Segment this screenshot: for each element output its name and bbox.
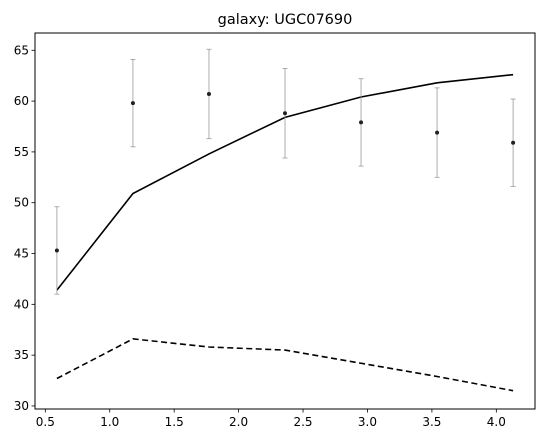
data-point	[435, 130, 440, 135]
x-tick-label: 2.0	[229, 415, 248, 429]
data-point	[130, 101, 135, 106]
y-tick-label: 55	[14, 145, 29, 159]
series-line-dashed	[56, 338, 514, 392]
x-tick-label: 3.0	[358, 415, 377, 429]
y-tick-label: 65	[14, 43, 29, 57]
data-point	[54, 248, 59, 253]
x-tick-label: 1.5	[165, 415, 184, 429]
y-tick-label: 50	[14, 196, 29, 210]
y-tick-label: 40	[14, 297, 29, 311]
x-tick-label: 0.5	[36, 415, 55, 429]
axes-frame	[34, 32, 536, 410]
data-point	[206, 91, 211, 96]
y-tick-label: 60	[14, 94, 29, 108]
x-tick-label: 1.0	[100, 415, 119, 429]
data-point	[511, 140, 516, 145]
y-tick-label: 35	[14, 348, 29, 362]
x-tick-label: 4.0	[487, 415, 506, 429]
data-point	[359, 120, 364, 125]
axis-ticks: 0.5 1.0 1.5 2.0 2.5 3.0 3.5 4.0 30 35 40 45 50 55 60 65	[14, 43, 506, 429]
x-tick-label: 2.5	[293, 415, 312, 429]
data-point	[283, 111, 287, 116]
y-tick-label: 45	[14, 247, 29, 261]
y-tick-label: 30	[14, 399, 29, 413]
x-tick-label: 3.5	[422, 415, 441, 429]
chart-title: galaxy: UGC07690	[218, 12, 353, 28]
plot-area	[54, 48, 516, 392]
